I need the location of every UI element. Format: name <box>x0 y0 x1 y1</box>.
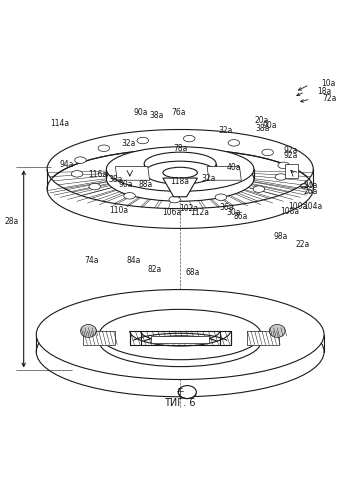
Text: 32a: 32a <box>122 140 136 148</box>
Text: 68a: 68a <box>185 268 200 277</box>
Polygon shape <box>207 166 241 180</box>
Ellipse shape <box>269 324 285 338</box>
Text: ΤИГ. 6: ΤИГ. 6 <box>165 398 196 408</box>
Text: 38a: 38a <box>150 112 164 120</box>
Text: 10a: 10a <box>321 80 336 88</box>
Text: 24a: 24a <box>303 182 318 190</box>
Text: 72a: 72a <box>323 94 337 102</box>
Text: 94a: 94a <box>60 160 74 170</box>
Text: 92a: 92a <box>284 146 298 154</box>
Text: 104a: 104a <box>303 202 323 211</box>
Polygon shape <box>163 178 197 197</box>
Ellipse shape <box>228 140 240 146</box>
Text: 82a: 82a <box>147 266 161 274</box>
Text: 114a: 114a <box>50 119 69 128</box>
Text: 20a: 20a <box>255 116 269 125</box>
Ellipse shape <box>99 316 261 366</box>
Text: 118a: 118a <box>171 177 190 186</box>
Ellipse shape <box>47 150 313 228</box>
Ellipse shape <box>124 192 135 199</box>
Ellipse shape <box>275 174 287 180</box>
Ellipse shape <box>99 310 261 360</box>
Text: 116a: 116a <box>88 170 107 179</box>
Text: 40a: 40a <box>227 164 241 172</box>
Text: 106a: 106a <box>162 208 181 216</box>
Text: 98a: 98a <box>274 232 288 241</box>
Text: 78a: 78a <box>173 144 187 153</box>
Text: 32a: 32a <box>202 174 216 182</box>
Text: 18a: 18a <box>317 86 331 96</box>
Text: 76a: 76a <box>172 108 186 116</box>
Ellipse shape <box>71 170 83 177</box>
Text: 36a: 36a <box>220 204 234 212</box>
Text: 86a: 86a <box>233 212 248 222</box>
Text: 38a: 38a <box>108 174 123 184</box>
Text: 88a: 88a <box>138 180 152 189</box>
Ellipse shape <box>278 162 289 168</box>
Text: 90a: 90a <box>133 108 148 117</box>
Ellipse shape <box>36 307 324 397</box>
Text: 90a: 90a <box>119 180 134 189</box>
Bar <box>285 164 298 177</box>
Ellipse shape <box>144 161 216 184</box>
Text: 108a: 108a <box>280 207 300 216</box>
Text: 30a: 30a <box>226 208 240 217</box>
Text: 84a: 84a <box>126 256 140 266</box>
Ellipse shape <box>301 184 308 188</box>
Text: 110a: 110a <box>109 206 128 215</box>
Bar <box>247 331 279 344</box>
Text: 32a: 32a <box>218 126 232 135</box>
Text: 74a: 74a <box>85 256 99 264</box>
Bar <box>83 331 116 344</box>
Ellipse shape <box>184 136 195 142</box>
Ellipse shape <box>163 168 197 178</box>
Ellipse shape <box>262 149 273 156</box>
Ellipse shape <box>81 324 96 338</box>
Text: 112a: 112a <box>190 208 210 218</box>
Ellipse shape <box>89 184 100 190</box>
Text: 90a: 90a <box>262 120 276 130</box>
Ellipse shape <box>107 147 254 192</box>
Bar <box>151 336 209 343</box>
Ellipse shape <box>144 152 216 175</box>
Ellipse shape <box>215 194 227 200</box>
Text: 22a: 22a <box>295 240 310 249</box>
Ellipse shape <box>36 290 324 380</box>
Polygon shape <box>116 166 149 180</box>
Text: 38a: 38a <box>256 124 270 134</box>
Text: 92a: 92a <box>284 151 298 160</box>
Text: 102a: 102a <box>180 204 199 213</box>
Ellipse shape <box>253 186 265 192</box>
Text: 28a: 28a <box>4 216 18 226</box>
Ellipse shape <box>169 196 180 203</box>
Ellipse shape <box>98 145 109 152</box>
Text: 100a: 100a <box>288 202 308 211</box>
Ellipse shape <box>75 157 86 164</box>
Ellipse shape <box>107 156 254 202</box>
Ellipse shape <box>178 386 196 398</box>
Ellipse shape <box>137 138 149 144</box>
Text: 26a: 26a <box>303 187 318 196</box>
